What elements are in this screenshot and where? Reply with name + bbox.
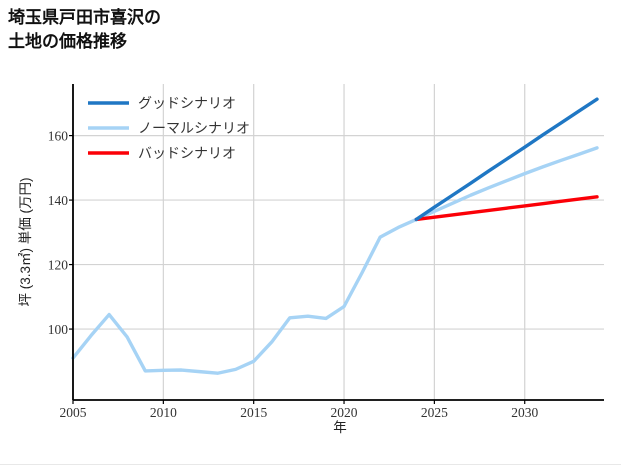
horizontal-gridlines: [73, 134, 604, 330]
page-title: 埼玉県戸田市喜沢の 土地の価格推移: [8, 8, 161, 52]
legend-label-2: バッドシナリオ: [138, 147, 236, 162]
x-tick-2005: 2005: [60, 405, 87, 420]
x-axis-title: 年: [333, 420, 347, 435]
y-axis-tick-labels: 100 120 140 160: [48, 129, 73, 337]
y-tick-140: 140: [48, 193, 69, 208]
y-tick-120: 120: [48, 258, 69, 273]
x-tick-2020: 2020: [331, 405, 358, 420]
data-series-group: [71, 97, 599, 375]
x-tick-2025: 2025: [421, 405, 448, 420]
y-axis-title: 坪 (3.3㎡) 単価 (万円): [18, 177, 33, 306]
series-line-バッドシナリオ: [414, 195, 599, 222]
plot-area-background: [73, 84, 597, 400]
y-tick-100: 100: [48, 322, 69, 337]
legend-label-0: グッドシナリオ: [138, 96, 236, 112]
x-tick-2015: 2015: [240, 405, 267, 420]
x-axis-tick-labels: 2005 2010 2015 2020 2025 2030: [60, 400, 538, 420]
series-line-グッドシナリオ: [414, 97, 599, 222]
x-tick-2030: 2030: [511, 405, 538, 420]
legend-label-1: ノーマルシナリオ: [138, 122, 250, 137]
y-tick-160: 160: [48, 129, 69, 144]
series-line-ノーマルシナリオ: [71, 146, 599, 375]
x-tick-2010: 2010: [150, 405, 177, 420]
